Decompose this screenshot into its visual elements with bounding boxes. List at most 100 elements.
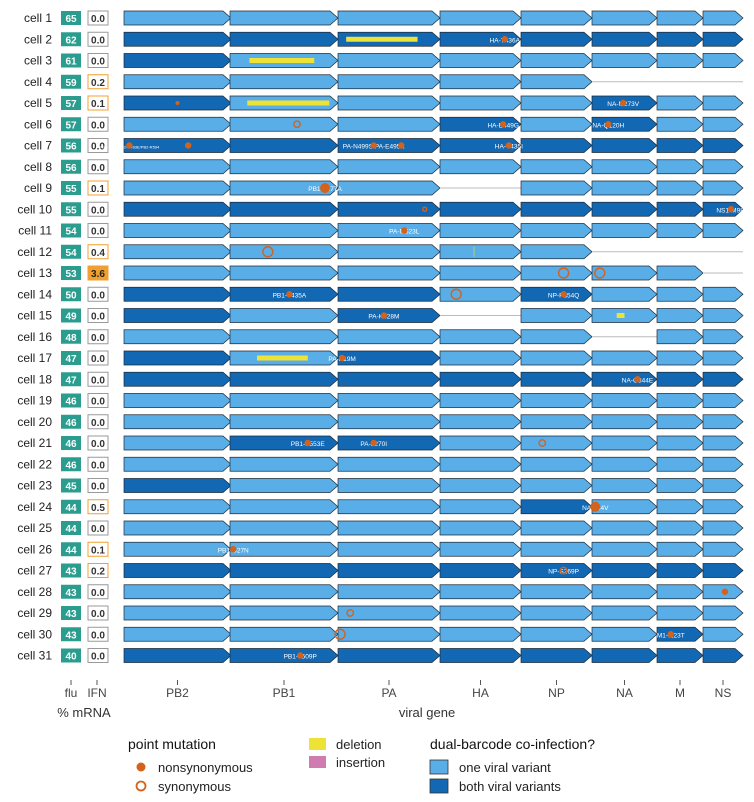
cell-row: cell 28 43 0.0 — [17, 584, 744, 600]
nonsynonymous-mutation — [304, 439, 311, 447]
flu-percent-box — [61, 159, 81, 174]
ifn-percent-box — [87, 138, 109, 153]
gene-segment-na — [591, 456, 658, 472]
gene-segment-pb1 — [229, 223, 339, 238]
gene-segment-np — [520, 350, 593, 366]
flu-percent-box — [61, 584, 81, 599]
gene-segment-m — [656, 31, 704, 47]
flu-percent-box — [61, 329, 81, 344]
gene-segment-na — [591, 499, 658, 515]
gene-segment-pb1 — [229, 626, 339, 642]
ifn-percent-value: 0.4 — [91, 248, 105, 259]
x-axis-title: viral gene — [399, 705, 455, 720]
gene-segment-m — [656, 95, 704, 111]
flu-percent-box — [61, 117, 81, 132]
gene-segment-ns — [702, 31, 744, 47]
gene-segment-pb1 — [229, 31, 339, 47]
synonymous-mutation — [262, 246, 274, 258]
flu-percent-box — [61, 287, 81, 302]
legend-one-variant-swatch — [429, 759, 449, 775]
legend-both-variants-swatch — [429, 778, 449, 794]
ifn-percent-box — [87, 541, 109, 557]
ifn-percent-box — [87, 201, 109, 217]
gene-segment-pa — [337, 53, 441, 68]
gene-segment-np — [520, 116, 593, 132]
cell-label: cell 30 — [17, 627, 52, 641]
cell-label: cell 12 — [17, 245, 52, 259]
nonsynonymous-mutation — [667, 631, 674, 638]
flu-percent-value: 46 — [65, 418, 77, 429]
ifn-percent-box — [87, 286, 109, 302]
gene-segment-pb2 — [123, 10, 232, 26]
gene-segment-np — [520, 180, 593, 196]
gene-segment-pa — [337, 414, 441, 430]
gene-segment-pb1 — [229, 393, 339, 408]
gene-segment-pb2 — [123, 180, 232, 196]
cell-row: cell 16 48 0.0 — [17, 329, 744, 345]
gene-segment-pb2 — [123, 371, 232, 387]
gene-segment-np — [520, 648, 593, 663]
gene-segment-ns — [702, 138, 744, 153]
flu-percent-value: 46 — [65, 439, 77, 450]
flu-percent-value: 55 — [65, 184, 77, 195]
flu-percent-value: 57 — [65, 99, 77, 110]
flu-percent-box — [61, 499, 81, 514]
gene-segment-ha — [439, 31, 522, 47]
flu-percent-box — [61, 308, 81, 323]
flu-percent-value: 53 — [65, 269, 77, 280]
gene-segment-ns — [702, 95, 744, 111]
gene-segment-np — [520, 10, 593, 26]
flu-percent-value: 44 — [65, 503, 77, 514]
gene-segment-pb1 — [229, 478, 339, 493]
flu-percent-value: 43 — [65, 567, 77, 578]
gene-segment-ha — [439, 244, 522, 260]
gene-segment-np — [520, 478, 593, 493]
cell-label: cell 10 — [17, 202, 52, 216]
cell-row: cell 25 44 0.0 — [17, 520, 744, 536]
gene-segment-m — [656, 478, 704, 493]
mutation-label: NP-S269P — [548, 569, 579, 576]
flu-percent-value: 50 — [65, 290, 77, 301]
gene-segment-pb1 — [229, 329, 339, 345]
gene-segment-np — [520, 499, 593, 515]
flu-percent-box — [61, 53, 81, 68]
percent-mrna-label: % mRNA — [57, 705, 111, 720]
gene-segment-pa — [337, 371, 441, 387]
gene-segment-pb1 — [229, 138, 339, 153]
flu-percent-box — [61, 606, 81, 620]
cell-row: cell 1 65 0.0 — [24, 10, 744, 26]
gene-segment-ns — [702, 53, 744, 68]
cell-label: cell 31 — [17, 649, 52, 663]
gene-segment-np — [520, 605, 593, 621]
ifn-percent-box — [87, 414, 109, 430]
nonsynonymous-mutation — [634, 376, 641, 383]
gene-segment-pb2 — [123, 31, 232, 47]
flu-percent-value: 56 — [65, 142, 77, 153]
legend: point mutation nonsynonymous synonymous … — [128, 736, 595, 794]
gene-segment-na — [591, 393, 658, 408]
gene-segment-na — [591, 286, 658, 302]
flu-percent-box — [61, 181, 81, 195]
flu-percent-box — [61, 223, 81, 238]
gene-tick-label: M — [675, 686, 685, 700]
gene-segment-pb1 — [229, 116, 339, 132]
gene-segment-na — [591, 180, 658, 196]
gene-segment-m — [656, 116, 704, 132]
gene-segment-pb1 — [229, 499, 339, 515]
gene-segment-m — [656, 10, 704, 26]
gene-segment-ha — [439, 393, 522, 408]
nonsynonymous-mutation — [286, 291, 293, 298]
gene-segment-pb2 — [123, 350, 232, 366]
cell-label: cell 21 — [17, 436, 52, 450]
cell-label: cell 23 — [17, 479, 52, 493]
flu-percent-value: 54 — [65, 248, 77, 259]
legend-insertion-swatch — [309, 756, 326, 768]
synonymous-mutation — [538, 439, 547, 447]
gene-segment-pa — [337, 584, 441, 600]
legend-coinfection-title: dual-barcode co-infection? — [430, 736, 595, 752]
ifn-percent-box — [87, 371, 109, 387]
